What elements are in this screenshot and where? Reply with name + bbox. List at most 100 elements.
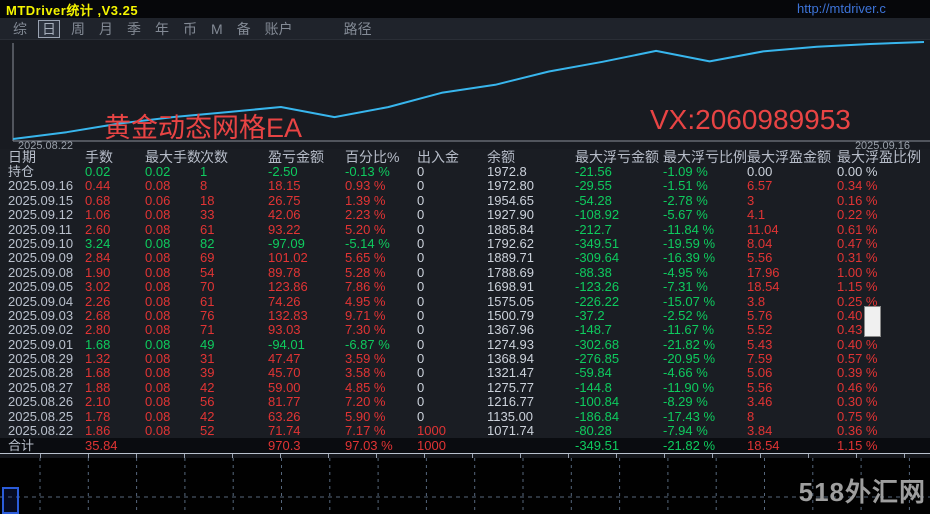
table-row[interactable]: 2025.08.28 1.68 0.08 39 45.70 3.58 % 0 1321.47 -…: [0, 366, 930, 380]
table-cell: 49: [200, 336, 215, 352]
table-cell: -8.29 %: [663, 394, 708, 410]
table-cell: [200, 438, 268, 453]
table-cell: 1.88: [85, 379, 111, 395]
table-cell: 3.02: [85, 279, 111, 295]
table-cell: -148.7: [575, 322, 612, 338]
table-row[interactable]: 持仓 0.02 0.02 1 -2.50 -0.13 % 0 1972.8 -21.56 -1.0…: [0, 164, 930, 179]
table-row[interactable]: 2025.09.01 1.68 0.08 49 -94.01 -6.87 % 0 1274.9…: [0, 336, 930, 352]
equity-chart: 黄金动态网格EA VX:2060989953 2025.08.22 2025.0…: [0, 40, 930, 152]
table-cell: 1367.96: [487, 322, 534, 338]
table-cell: 5.20 %: [345, 221, 386, 237]
table-cell: 18.15: [268, 178, 301, 194]
tab-月[interactable]: 月: [99, 20, 113, 37]
table-row[interactable]: 2025.09.03 2.68 0.08 76 132.83 9.71 % 0 1500.79…: [0, 307, 930, 323]
table-cell: 1000: [417, 423, 446, 439]
table-cell: 0: [417, 322, 425, 338]
table-cell: 42: [200, 408, 215, 424]
path-button[interactable]: 路径: [343, 20, 372, 37]
row-label-cell: 2025.09.16: [8, 178, 74, 194]
table-cell: 4.95 %: [345, 293, 386, 309]
table-cell: 0.08: [145, 207, 171, 223]
tab-账户[interactable]: 账户: [264, 20, 293, 37]
table-header-row: 日期 手数 最大手数 次数 盈亏金额 百分比% 出入金 余额 最大浮亏金额 最大浮亏比例 最大浮盈金…: [0, 149, 930, 165]
row-label-cell: 2025.08.29: [8, 351, 74, 367]
table-cell: 47.47: [268, 351, 301, 367]
table-cell: 8: [747, 408, 755, 424]
tab-币[interactable]: 币: [183, 20, 197, 37]
table-cell: 4.85 %: [345, 379, 386, 395]
tab-M[interactable]: M: [211, 20, 223, 37]
column-header: 余额: [487, 149, 515, 165]
table-cell: 0: [417, 408, 425, 424]
table-cell: 5.56: [747, 250, 773, 266]
table-cell: 0.57 %: [837, 351, 878, 367]
table-cell: -108.92: [575, 207, 620, 223]
table-cell: 1275.77: [487, 379, 534, 395]
table-cell: 0.44: [85, 178, 111, 194]
table-row[interactable]: 2025.09.10 3.24 0.08 82 -97.09 -5.14 % 0 1792.6…: [0, 235, 930, 251]
table-cell: 76: [200, 307, 215, 323]
table-cell: 42: [200, 379, 215, 395]
table-row[interactable]: 2025.09.15 0.68 0.06 18 26.75 1.39 % 0 1954.65 -…: [0, 193, 930, 208]
row-label-cell: 2025.09.09: [8, 250, 74, 266]
table-cell: 0.08: [145, 365, 171, 381]
table-row[interactable]: 2025.09.02 2.80 0.08 71 93.03 7.30 % 0 1367.96 -…: [0, 323, 930, 337]
row-label-cell: 2025.09.03: [8, 307, 74, 323]
tab-年[interactable]: 年: [155, 20, 169, 37]
row-label-cell: 2025.09.10: [8, 235, 74, 251]
table-cell: 11.04: [747, 221, 779, 237]
table-cell: 0.08: [145, 264, 171, 280]
table-cell: 81.77: [268, 394, 301, 410]
table-row[interactable]: 2025.09.11 2.60 0.08 61 93.22 5.20 % 0 1885.84 -…: [0, 221, 930, 237]
table-cell: 1885.84: [487, 221, 534, 237]
table-cell: 0.40 %: [837, 336, 878, 352]
table-row[interactable]: 2025.09.05 3.02 0.08 70 123.86 7.86 % 0 1698.91…: [0, 280, 930, 294]
table-cell: 1216.77: [487, 394, 534, 410]
table-row[interactable]: 2025.09.08 1.90 0.08 54 89.78 5.28 % 0 1788.69 -…: [0, 264, 930, 280]
table-row[interactable]: 2025.09.16 0.44 0.08 8 18.15 0.93 % 0 1972.80 -2…: [0, 179, 930, 193]
table-cell: -349.51: [575, 235, 620, 251]
table-cell: 7.20 %: [345, 394, 386, 410]
table-cell: -21.56: [575, 164, 612, 179]
app-url-link[interactable]: http://mtdriver.c: [797, 1, 886, 16]
table-row[interactable]: 2025.09.09 2.84 0.08 69 101.02 5.65 % 0 1889.71…: [0, 251, 930, 265]
table-cell: 0: [417, 279, 425, 295]
tab-备[interactable]: 备: [236, 20, 251, 37]
table-cell: 5.43: [747, 336, 773, 352]
column-header: 日期: [8, 149, 36, 165]
table-cell: 1368.94: [487, 351, 534, 367]
table-cell: 4.1: [747, 207, 766, 223]
table-cell: 0.30 %: [837, 394, 878, 410]
tab-日[interactable]: 日: [38, 19, 60, 38]
table-row[interactable]: 2025.09.12 1.06 0.08 33 42.06 2.23 % 0 1927.90 -…: [0, 208, 930, 222]
table-cell: 18.54: [747, 279, 780, 295]
lower-grid-panel: 518外汇网: [0, 458, 930, 514]
table-cell: 3.58 %: [345, 365, 386, 381]
tab-综[interactable]: 综: [13, 20, 27, 37]
table-cell: 5.56: [747, 379, 773, 395]
table-cell: 0.08: [145, 279, 171, 295]
tab-季[interactable]: 季: [127, 20, 141, 37]
table-cell: -6.87 %: [345, 336, 390, 352]
row-label-cell: 2025.09.08: [8, 264, 74, 280]
table-cell: -97.09: [268, 235, 305, 251]
table-row[interactable]: 2025.08.22 1.86 0.08 52 71.74 7.17 % 1000 1071.…: [0, 424, 930, 438]
table-row[interactable]: 2025.08.27 1.88 0.08 42 59.00 4.85 % 0 1275.77 -…: [0, 379, 930, 395]
table-cell: 1788.69: [487, 264, 534, 280]
table-row[interactable]: 2025.09.04 2.26 0.08 61 74.26 4.95 % 0 1575.05 -…: [0, 293, 930, 309]
table-row[interactable]: 2025.08.25 1.78 0.08 42 63.26 5.90 % 0 1135.00 -…: [0, 408, 930, 424]
table-cell: 0: [417, 250, 425, 266]
table-cell: -123.26: [575, 279, 620, 295]
tab-周[interactable]: 周: [71, 20, 85, 37]
table-cell: 0.08: [145, 322, 171, 338]
table-row[interactable]: 2025.08.26 2.10 0.08 56 81.77 7.20 % 0 1216.77 -…: [0, 395, 930, 409]
row-label-cell: 合计: [8, 438, 35, 454]
table-cell: 93.22: [268, 221, 301, 237]
table-cell: 1972.80: [487, 178, 534, 194]
table-cell: 0: [417, 207, 425, 223]
table-cell: 2.68: [85, 307, 111, 323]
table-cell: -0.13 %: [345, 164, 390, 179]
table-row[interactable]: 2025.08.29 1.32 0.08 31 47.47 3.59 % 0 1368.94 -…: [0, 352, 930, 366]
table-cell: [145, 438, 200, 453]
table-cell: 0.08: [145, 250, 171, 266]
